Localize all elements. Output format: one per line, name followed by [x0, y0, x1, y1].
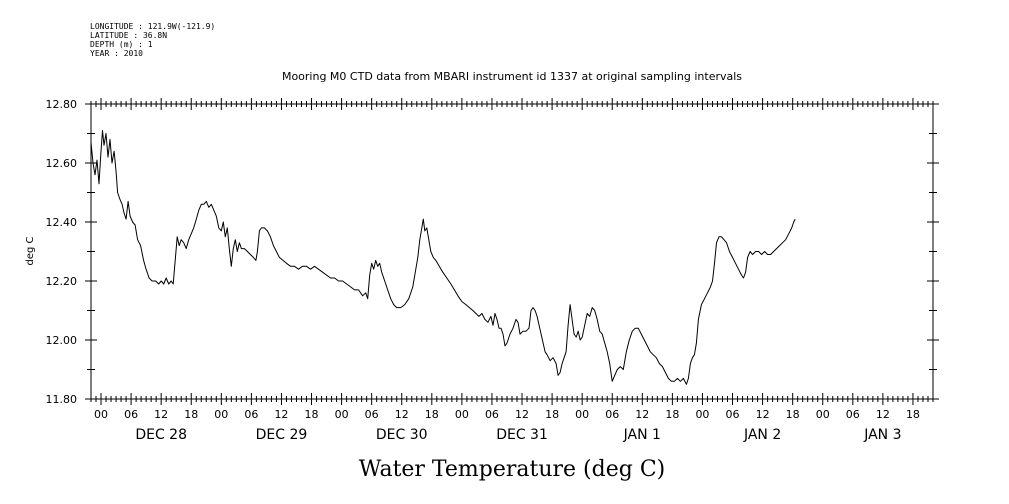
x-hour-label: 06 [726, 408, 740, 421]
x-hour-label: 06 [605, 408, 619, 421]
x-hour-label: 18 [545, 408, 559, 421]
y-tick-label: 11.80 [46, 393, 78, 406]
x-hour-label: 00 [94, 408, 108, 421]
y-tick-label: 12.00 [46, 334, 78, 347]
temperature-series-line [90, 130, 796, 385]
plot-frame [90, 103, 934, 400]
series-group [90, 130, 796, 385]
x-hour-label: 18 [425, 408, 439, 421]
x-day-label: JAN 3 [863, 427, 901, 443]
x-hour-label: 18 [786, 408, 800, 421]
x-hour-label: 00 [214, 408, 228, 421]
longitude-label: LONGITUDE : 121.9W(-121.9) [90, 22, 216, 31]
x-axis: 00 06 12 18 00 06 12 18 00 06 12 18 00 06 12 18 00 06 12 18… [90, 98, 934, 443]
year-label: YEAR : 2010 [90, 49, 143, 58]
x-hour-label: 00 [816, 408, 830, 421]
x-hour-label: 18 [906, 408, 920, 421]
x-hour-label: 06 [846, 408, 860, 421]
x-hour-label: 06 [485, 408, 499, 421]
y-tick-label: 12.80 [46, 98, 78, 111]
x-hour-label: 12 [876, 408, 890, 421]
x-day-label: DEC 30 [376, 427, 428, 443]
y-axis-label: deg C [25, 236, 36, 265]
x-hour-label: 00 [695, 408, 709, 421]
x-hour-label: 12 [635, 408, 649, 421]
x-hour-label: 12 [756, 408, 770, 421]
x-hour-label: 06 [124, 408, 138, 421]
x-hour-label: 12 [274, 408, 288, 421]
x-hour-label: 12 [395, 408, 409, 421]
x-day-label: JAN 1 [623, 427, 661, 443]
metadata-block: LONGITUDE : 121.9W(-121.9) LATITUDE : 36… [90, 22, 215, 58]
x-hour-label: 06 [244, 408, 258, 421]
y-axis: 12.80 12.60 12.40 12.20 12.00 11.80 [46, 98, 939, 406]
depth-label: DEPTH (m) : 1 [90, 40, 153, 49]
latitude-label: LATITUDE : 36.8N [90, 31, 168, 40]
x-hour-label: 18 [184, 408, 198, 421]
x-day-label: JAN 2 [743, 427, 781, 443]
x-hour-label: 00 [335, 408, 349, 421]
x-day-label: DEC 28 [135, 427, 187, 443]
x-hour-label: 00 [455, 408, 469, 421]
y-tick-label: 12.60 [46, 157, 78, 170]
chart-title: Mooring M0 CTD data from MBARI instrumen… [282, 70, 742, 83]
x-hour-label: 12 [154, 408, 168, 421]
x-day-label: DEC 31 [496, 427, 548, 443]
x-hour-label: 06 [365, 408, 379, 421]
y-tick-label: 12.20 [46, 275, 78, 288]
x-hour-label: 18 [665, 408, 679, 421]
y-tick-label: 12.40 [46, 216, 78, 229]
x-hour-label: 12 [515, 408, 529, 421]
x-day-label: DEC 29 [256, 427, 308, 443]
x-hour-label: 18 [305, 408, 319, 421]
x-axis-label: Water Temperature (deg C) [359, 457, 666, 482]
x-hour-label: 00 [575, 408, 589, 421]
